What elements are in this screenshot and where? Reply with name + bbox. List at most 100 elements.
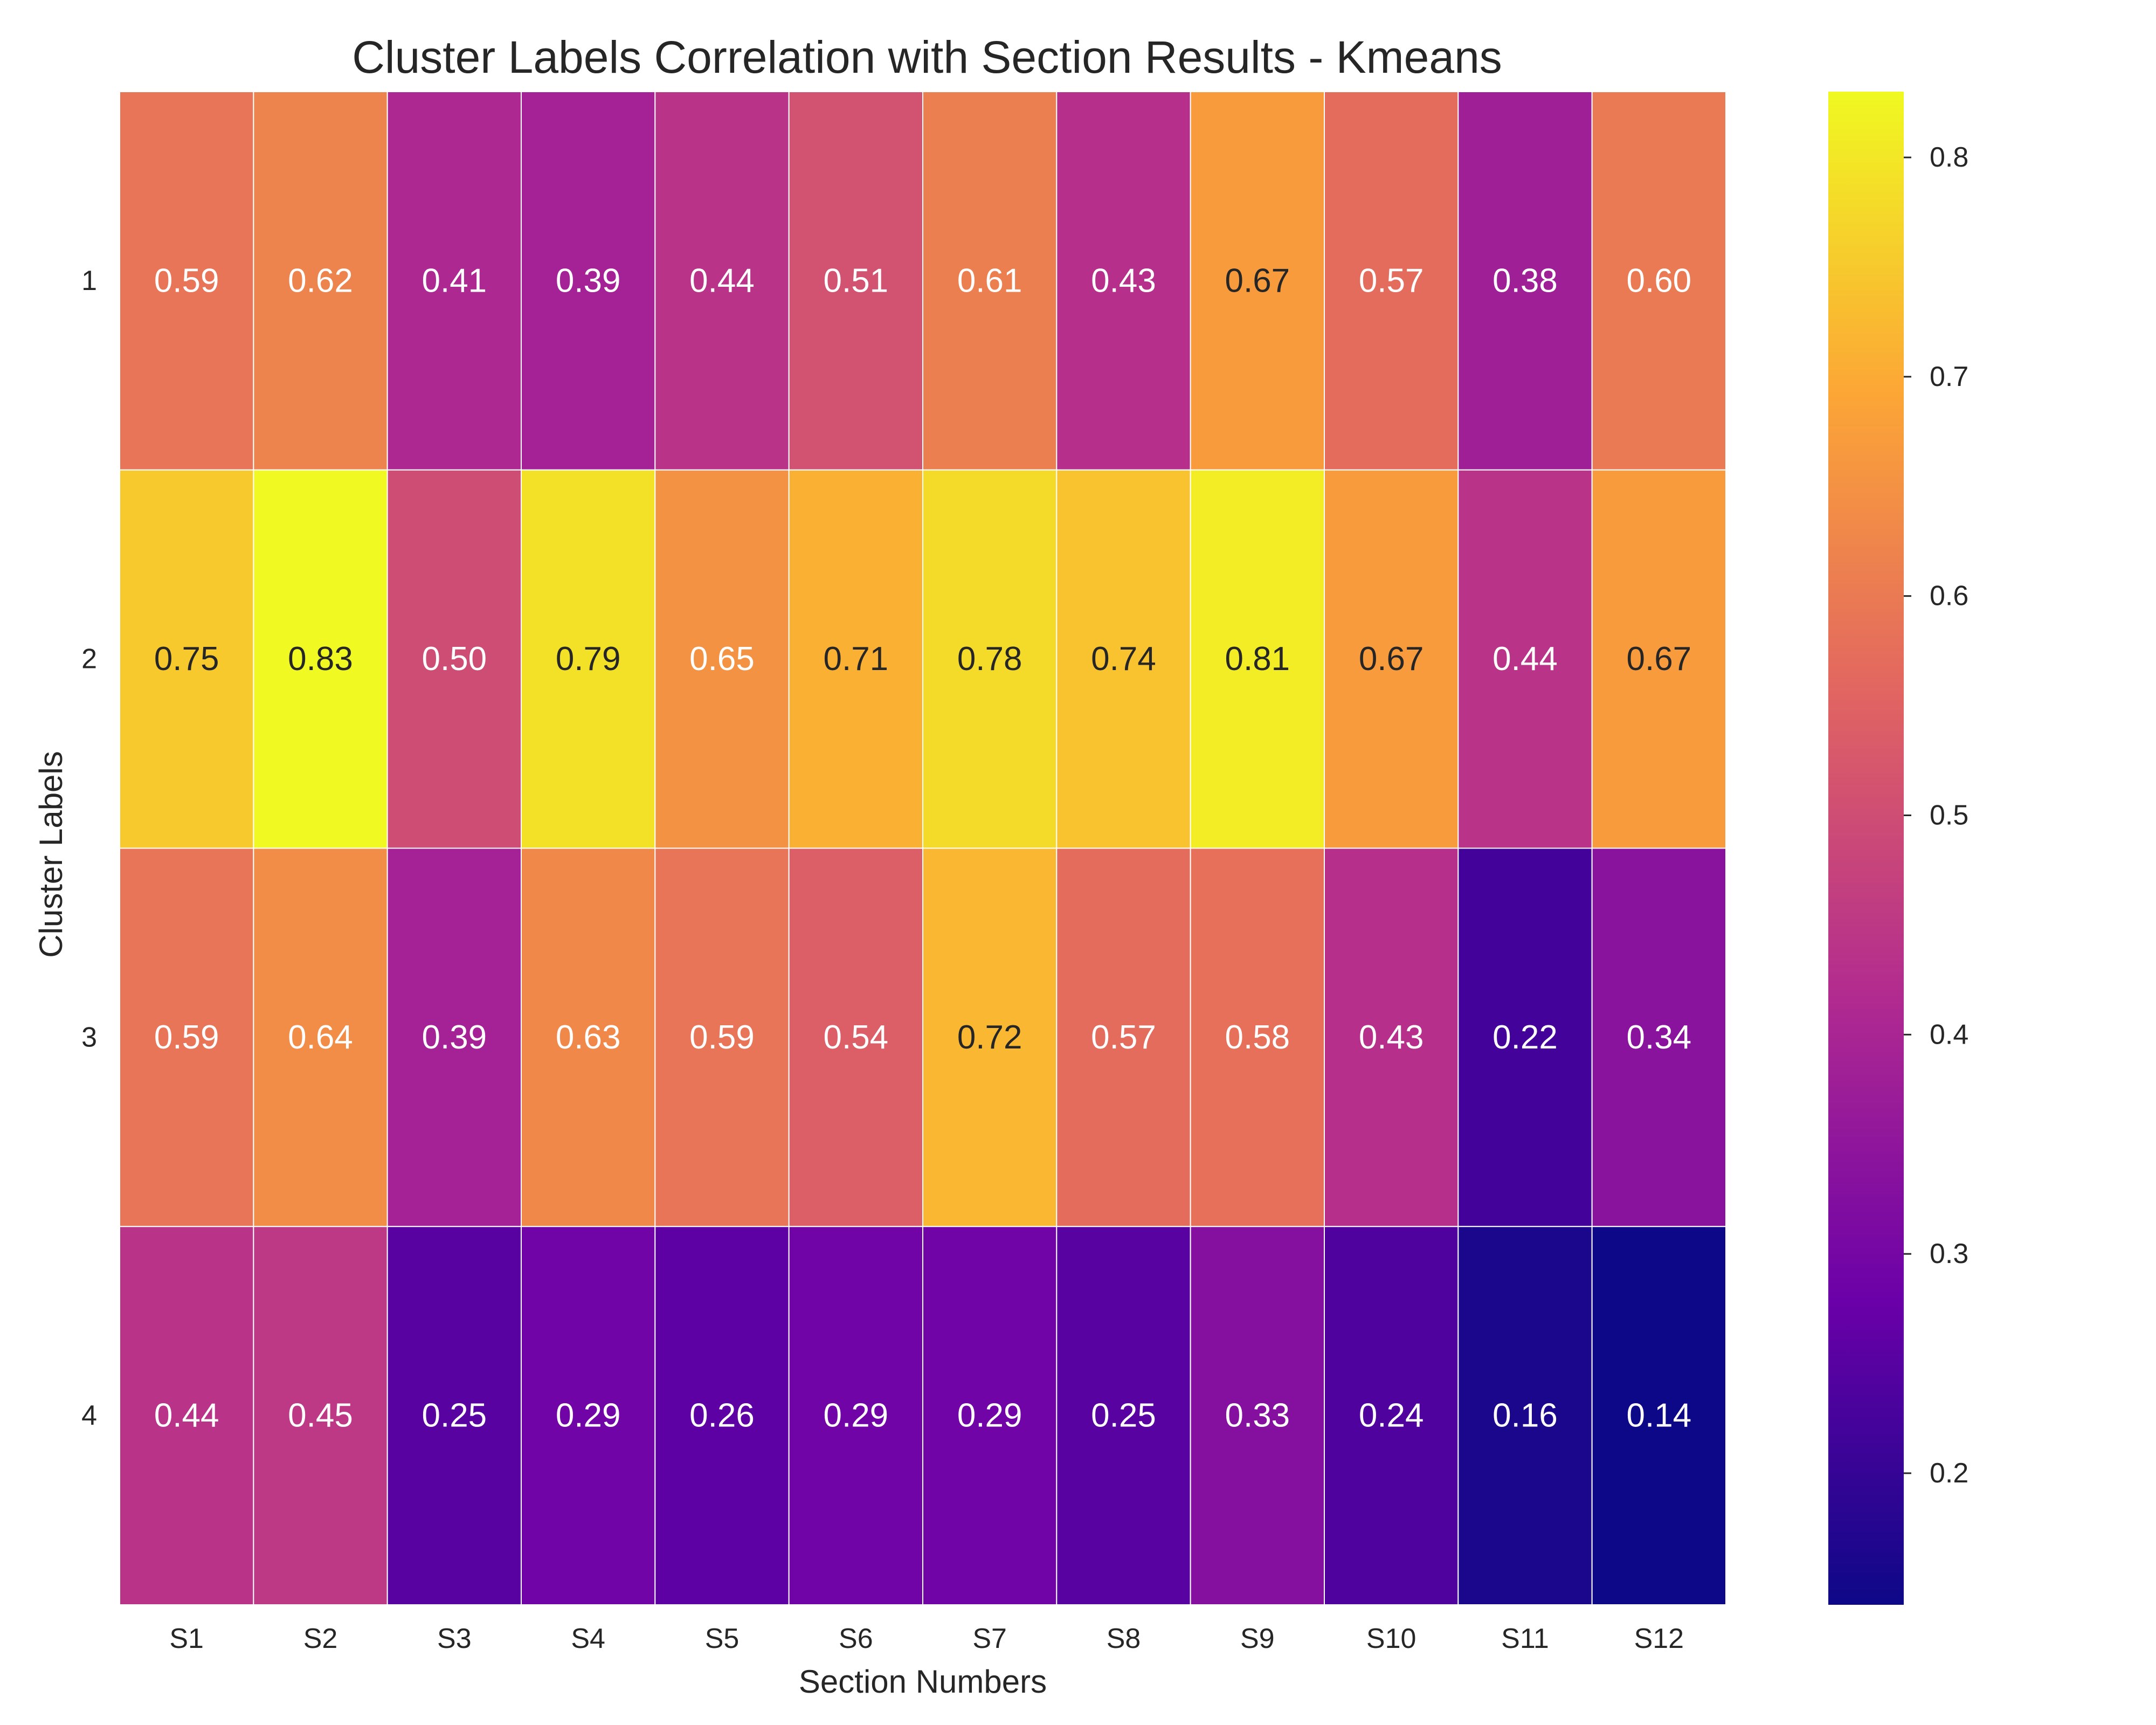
y-tick-label: 2 [81, 644, 97, 675]
heatmap-cell [1190, 91, 1325, 471]
cell-value-label: 0.29 [823, 1397, 888, 1434]
y-tick-label: 1 [81, 265, 97, 296]
cell-value-label: 0.59 [154, 262, 219, 299]
cell-value-label: 0.65 [689, 640, 755, 678]
x-tick-label: S5 [705, 1623, 740, 1654]
cell-value-label: 0.44 [689, 262, 755, 299]
x-tick-label: S10 [1366, 1623, 1416, 1654]
cell-value-label: 0.79 [556, 640, 621, 678]
cell-value-label: 0.59 [689, 1019, 755, 1056]
cell-value-label: 0.14 [1626, 1397, 1691, 1434]
cell-value-label: 0.34 [1626, 1019, 1691, 1056]
heatmap-cell [1457, 1226, 1593, 1605]
cell-value-label: 0.78 [957, 640, 1022, 678]
x-tick-label: S4 [571, 1623, 605, 1654]
colorbar [1828, 92, 1904, 1605]
y-axis-label: Cluster Labels [33, 751, 69, 958]
heatmap-cells [119, 91, 1727, 1605]
y-tick-label: 4 [81, 1400, 97, 1431]
cell-value-label: 0.62 [288, 262, 353, 299]
heatmap-cell [253, 1226, 388, 1605]
heatmap-cell [521, 469, 656, 849]
heatmap-cell [1457, 469, 1593, 849]
heatmap-cell [253, 91, 388, 471]
heatmap-cell [1056, 1226, 1191, 1605]
cell-value-label: 0.58 [1225, 1019, 1290, 1056]
cell-value-label: 0.43 [1359, 1019, 1424, 1056]
cell-value-label: 0.26 [689, 1397, 755, 1434]
cell-value-label: 0.33 [1225, 1397, 1290, 1434]
heatmap-cell [119, 469, 254, 849]
heatmap-cell [788, 847, 923, 1227]
cell-value-label: 0.67 [1626, 640, 1691, 678]
colorbar-tick-label: 0.2 [1930, 1458, 1968, 1489]
cell-value-label: 0.39 [421, 1019, 487, 1056]
cell-value-label: 0.71 [823, 640, 888, 678]
colorbar-tick-label: 0.5 [1930, 799, 1968, 831]
heatmap-cell [788, 469, 923, 849]
colorbar-tick-label: 0.7 [1930, 361, 1968, 392]
cell-value-label: 0.44 [154, 1397, 219, 1434]
cell-value-label: 0.29 [556, 1397, 621, 1434]
heatmap-cell [654, 1226, 790, 1605]
heatmap-cell [654, 847, 790, 1227]
heatmap-cell [1591, 1226, 1727, 1605]
cell-value-label: 0.81 [1225, 640, 1290, 678]
heatmap-cell [253, 847, 388, 1227]
heatmap-cell [788, 91, 923, 471]
heatmap-cell [922, 847, 1058, 1227]
heatmap-cell [253, 469, 388, 849]
cell-value-label: 0.74 [1091, 640, 1156, 678]
cell-value-label: 0.38 [1492, 262, 1558, 299]
cell-value-label: 0.24 [1359, 1397, 1424, 1434]
heatmap-cell [119, 91, 254, 471]
x-tick-label: S8 [1107, 1623, 1141, 1654]
heatmap-cell [119, 1226, 254, 1605]
x-tick-label: S2 [303, 1623, 338, 1654]
heatmap-annotations: 0.59 0.62 0.41 0.39 0.44 0.51 0.61 0.43 0.67 0.57… [154, 262, 1691, 1434]
cell-value-label: 0.67 [1359, 640, 1424, 678]
cell-value-label: 0.51 [823, 262, 888, 299]
heatmap-cell [1591, 847, 1727, 1227]
cell-value-label: 0.25 [1091, 1397, 1156, 1434]
cell-value-label: 0.83 [288, 640, 353, 678]
cell-value-label: 0.41 [421, 262, 487, 299]
heatmap-cell [386, 91, 522, 471]
heatmap-cell [1457, 847, 1593, 1227]
cell-value-label: 0.54 [823, 1019, 888, 1056]
heatmap-cell [1591, 469, 1727, 849]
cell-value-label: 0.22 [1492, 1019, 1558, 1056]
y-axis-ticks: 1 2 3 4 [81, 265, 97, 1431]
cell-value-label: 0.44 [1492, 640, 1558, 678]
cell-value-label: 0.63 [556, 1019, 621, 1056]
heatmap-cell [521, 91, 656, 471]
x-tick-label: S3 [437, 1623, 472, 1654]
cell-value-label: 0.43 [1091, 262, 1156, 299]
heatmap-cell [1190, 469, 1325, 849]
heatmap-cell [1324, 1226, 1459, 1605]
colorbar-tick-label: 0.4 [1930, 1019, 1968, 1050]
heatmap-cell [1056, 91, 1191, 471]
colorbar-tick-label: 0.3 [1930, 1238, 1968, 1269]
x-tick-label: S1 [169, 1623, 204, 1654]
heatmap-cell [1324, 469, 1459, 849]
heatmap-cell [119, 847, 254, 1227]
cell-value-label: 0.57 [1091, 1019, 1156, 1056]
x-tick-label: S11 [1501, 1623, 1549, 1654]
cell-value-label: 0.50 [421, 640, 487, 678]
y-tick-label: 3 [81, 1022, 97, 1053]
heatmap-cell [922, 1226, 1058, 1605]
colorbar-tick-label: 0.6 [1930, 581, 1968, 612]
colorbar-ticks: 0.2 0.3 0.4 0.5 0.6 0.7 0.8 [1904, 142, 1968, 1489]
heatmap-cell [386, 469, 522, 849]
colorbar-tick-label: 0.8 [1930, 142, 1968, 173]
x-tick-label: S9 [1240, 1623, 1275, 1654]
cell-value-label: 0.59 [154, 1019, 219, 1056]
heatmap-cell [1190, 847, 1325, 1227]
heatmap-cell [1324, 91, 1459, 471]
x-tick-label: S7 [972, 1623, 1007, 1654]
heatmap-cell [788, 1226, 923, 1605]
cell-value-label: 0.25 [421, 1397, 487, 1434]
cell-value-label: 0.45 [288, 1397, 353, 1434]
